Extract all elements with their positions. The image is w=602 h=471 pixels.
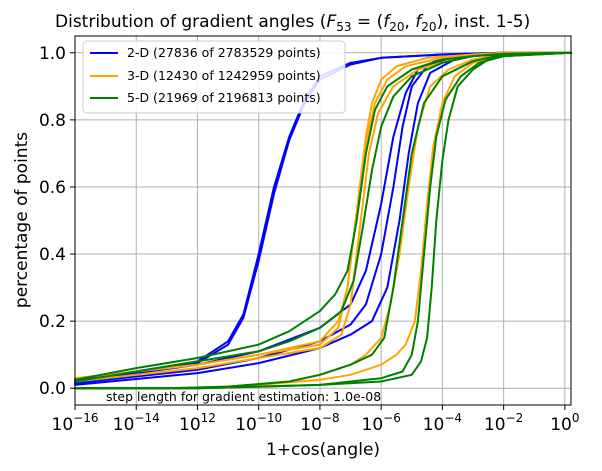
x-tick-label: 1012 — [179, 411, 216, 435]
x-tick-label: 10−14 — [113, 411, 160, 435]
step-length-annotation: step length for gradient estimation: 1.0… — [106, 389, 381, 404]
x-tick-label: 10−10 — [235, 411, 282, 435]
y-tick-label: 0.2 — [39, 312, 66, 332]
chart-title: Distribution of gradient angles (F53 = (… — [55, 12, 530, 34]
y-axis-label: percentage of points — [12, 132, 32, 308]
y-tick-label: 0.4 — [39, 245, 66, 265]
legend-label-5d: 5-D (21969 of 2196813 points) — [127, 90, 321, 105]
x-tick-label: 10−6 — [362, 411, 401, 435]
series-line-13 — [74, 51, 572, 390]
y-tick-label: 0.6 — [39, 178, 66, 198]
series-line-12 — [74, 51, 572, 383]
ticks: 10−16 10−14 1012 10−10 10−8 10−6 10−4 10−2 100 0.… — [39, 44, 580, 435]
legend-label-3d: 3-D (12430 of 1242959 points) — [127, 68, 321, 83]
legend-box — [82, 40, 346, 114]
legend-label-2d: 2-D (27836 of 2783529 points) — [127, 45, 321, 60]
x-tick-label: 10−16 — [52, 411, 99, 435]
x-axis-label: 1+cos(angle) — [266, 440, 380, 460]
series-line-10 — [74, 51, 572, 390]
curves — [74, 51, 572, 390]
x-tick-label: 10−8 — [300, 411, 339, 435]
y-tick-label: 1.0 — [39, 44, 66, 64]
series-line-2 — [74, 51, 572, 383]
x-tick-label: 10−2 — [484, 411, 523, 435]
y-tick-label: 0.0 — [39, 379, 66, 399]
series-line-11 — [74, 51, 572, 381]
series-line-15 — [74, 51, 572, 390]
x-tick-label: 10−4 — [423, 411, 462, 435]
plot-frame — [74, 35, 572, 406]
y-tick-label: 0.8 — [39, 111, 66, 131]
legend: 2-D (27836 of 2783529 points) 3-D (12430… — [82, 40, 346, 114]
series-line-7 — [74, 51, 572, 380]
x-tick-label: 100 — [550, 411, 579, 435]
